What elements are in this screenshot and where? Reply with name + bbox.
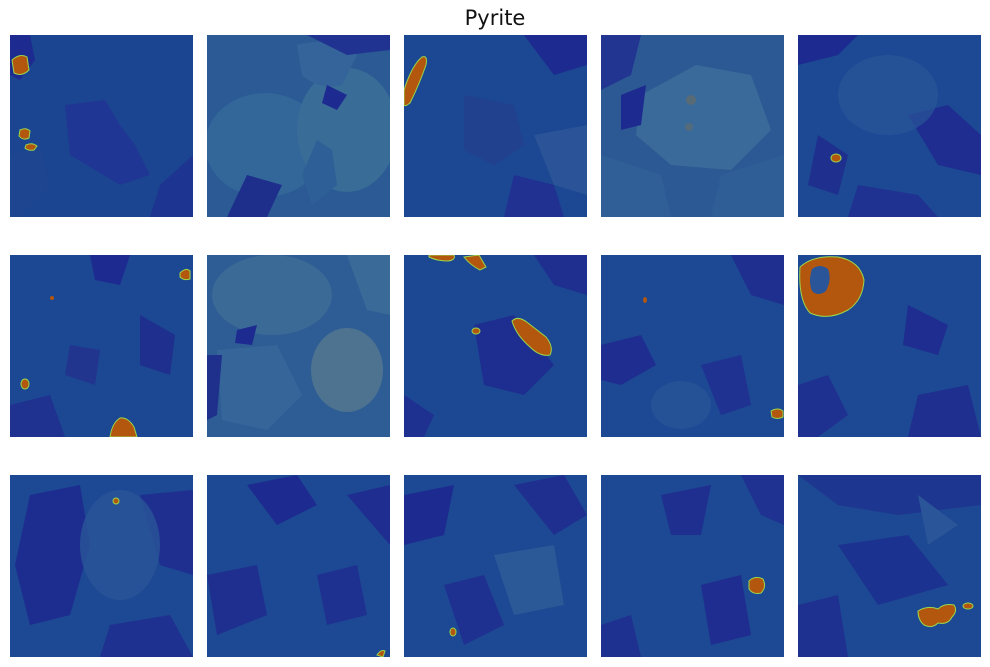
panel-r1-c4 — [601, 35, 784, 217]
panel-r1-c2 — [207, 35, 390, 217]
figure-title: Pyrite — [464, 6, 526, 30]
panel-r2-c5 — [798, 255, 981, 437]
panel-r1-c3 — [404, 35, 587, 217]
panel-r3-c2 — [207, 475, 390, 657]
panel-r2-c2 — [207, 255, 390, 437]
panel-r2-c1 — [10, 255, 193, 437]
panel-r1-c5 — [798, 35, 981, 217]
panel-r3-c4 — [601, 475, 784, 657]
panel-r3-c3 — [404, 475, 587, 657]
panel-r2-c4 — [601, 255, 784, 437]
panel-r1-c1 — [10, 35, 193, 217]
panel-r3-c5 — [798, 475, 981, 657]
panel-r3-c1 — [10, 475, 193, 657]
panel-r2-c3 — [404, 255, 587, 437]
